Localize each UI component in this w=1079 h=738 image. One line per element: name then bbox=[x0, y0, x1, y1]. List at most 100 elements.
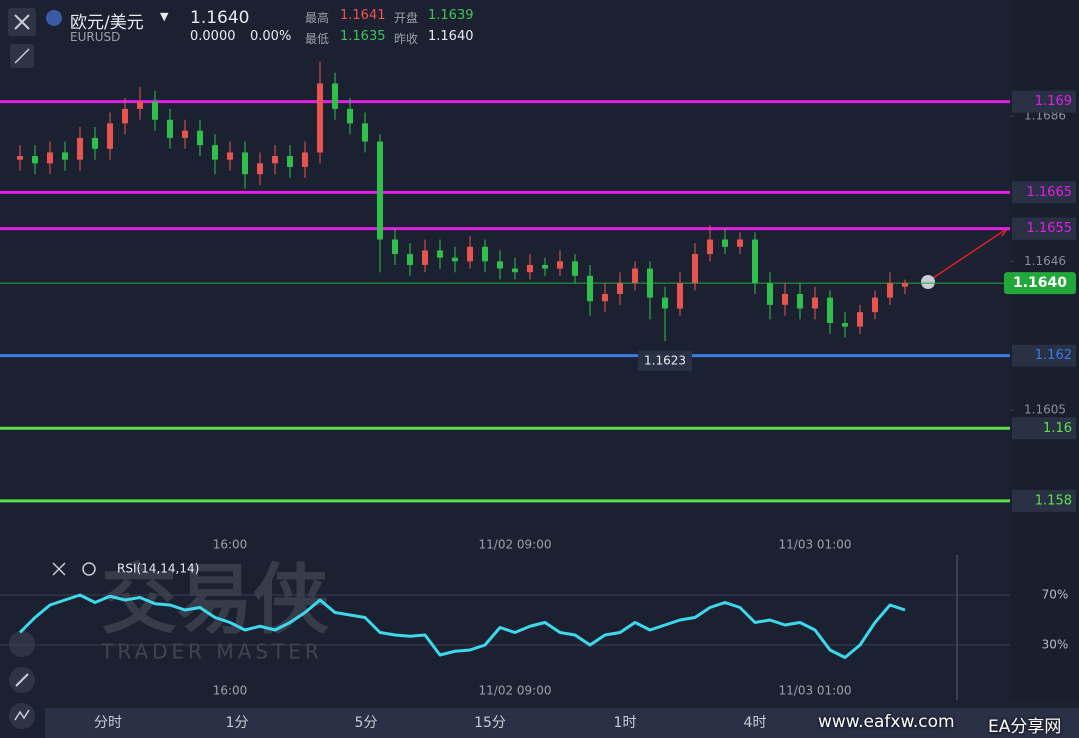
level-box bbox=[1012, 181, 1076, 204]
candle-body bbox=[752, 239, 758, 284]
candle-body bbox=[617, 283, 623, 294]
candle-body bbox=[137, 101, 143, 109]
candle-body bbox=[812, 297, 818, 309]
candle-body bbox=[272, 156, 278, 164]
rsi-line bbox=[18, 593, 906, 659]
level-label: 1.169 bbox=[1035, 94, 1072, 109]
candle-body bbox=[827, 297, 833, 324]
candle-body bbox=[602, 293, 608, 302]
candle-body bbox=[572, 261, 578, 276]
level-box bbox=[1012, 417, 1076, 440]
candle-body bbox=[797, 293, 803, 309]
candle-body bbox=[692, 254, 698, 284]
candle-body bbox=[512, 268, 518, 273]
dropdown[interactable]: ▼ bbox=[160, 10, 169, 23]
timeframe-tab[interactable]: 5分 bbox=[354, 715, 378, 731]
candle-body bbox=[302, 152, 308, 167]
change-pct: 0.00% bbox=[250, 29, 292, 44]
candle-body bbox=[182, 130, 188, 138]
footer-site: www.eafxw.com bbox=[818, 712, 955, 732]
sidebar bbox=[8, 8, 96, 729]
watermark: 交易侠 bbox=[101, 555, 330, 644]
footer-name: EA分享网 bbox=[988, 717, 1062, 737]
candle-body bbox=[122, 108, 128, 124]
candle-body bbox=[317, 83, 323, 153]
candle-body bbox=[452, 257, 458, 262]
y-tick-label: 70% bbox=[1042, 588, 1069, 602]
candle-body bbox=[392, 239, 398, 255]
candle-body bbox=[77, 137, 83, 160]
prev-label: 昨收 bbox=[394, 32, 419, 46]
candle-body bbox=[887, 283, 893, 298]
candle-body bbox=[17, 156, 23, 160]
candle-body bbox=[287, 156, 293, 167]
candle-body bbox=[167, 119, 173, 138]
watermark-sub: TRADER MASTER bbox=[100, 640, 323, 664]
level-label: 1.1655 bbox=[1027, 221, 1073, 236]
indicator-icon bbox=[14, 709, 30, 721]
low-label: 最低 bbox=[305, 32, 330, 46]
candle-body bbox=[212, 145, 218, 160]
timeframe-tab[interactable]: 1分 bbox=[225, 715, 249, 731]
candle-body bbox=[227, 152, 233, 160]
pen-icon bbox=[15, 673, 29, 687]
candle-body bbox=[557, 261, 563, 269]
candle-body bbox=[707, 239, 713, 255]
low-marker-box bbox=[638, 350, 692, 371]
candle-body bbox=[152, 101, 158, 120]
candle-body bbox=[677, 283, 683, 309]
x-tick-label: 16:00 bbox=[213, 684, 248, 698]
open-label: 开盘 bbox=[394, 11, 419, 25]
x-tick-label: 11/02 09:00 bbox=[479, 538, 552, 552]
y-tick-label: 1.1646 bbox=[1024, 254, 1066, 268]
timeframe-tab[interactable]: 15分 bbox=[474, 715, 506, 731]
candle-body bbox=[92, 137, 98, 149]
last-price-label: 1.1640 bbox=[1013, 275, 1067, 291]
open: 1.1639 bbox=[428, 8, 474, 23]
info-icon[interactable] bbox=[921, 275, 935, 289]
candle-body bbox=[32, 156, 38, 164]
prev: 1.1640 bbox=[428, 29, 474, 44]
candle-body bbox=[782, 293, 788, 305]
x-tick-label: 16:00 bbox=[213, 538, 248, 552]
rsi-title: RSI(14,14,14) bbox=[117, 562, 199, 576]
price: 1.1640 bbox=[190, 8, 250, 28]
level-box bbox=[1012, 217, 1076, 240]
candle-body bbox=[197, 130, 203, 146]
level-box bbox=[1012, 344, 1076, 367]
candle-body bbox=[347, 108, 353, 124]
level-box bbox=[1012, 90, 1076, 113]
candle-body bbox=[257, 163, 263, 175]
candle-body bbox=[407, 254, 413, 265]
level-box bbox=[1012, 489, 1076, 512]
tab-bar bbox=[45, 708, 1079, 738]
candle-body bbox=[737, 239, 743, 247]
timeframe-tab[interactable]: 分时 bbox=[94, 715, 122, 731]
candle-body bbox=[47, 152, 53, 164]
collapse-icon bbox=[14, 48, 30, 64]
high: 1.1641 bbox=[340, 8, 386, 23]
timeframe-tab[interactable]: 4时 bbox=[743, 715, 767, 731]
candle-body bbox=[842, 323, 848, 327]
candle-body bbox=[647, 268, 653, 298]
rsi-close[interactable] bbox=[52, 562, 66, 576]
candle-body bbox=[542, 264, 548, 269]
symbol: EURUSD bbox=[70, 30, 121, 44]
high-label: 最高 bbox=[305, 11, 330, 25]
x-tick-label: 11/02 09:00 bbox=[479, 684, 552, 698]
last-price-box bbox=[1004, 272, 1076, 295]
candle-body bbox=[902, 283, 908, 287]
candle-body bbox=[62, 152, 68, 160]
candle-body bbox=[872, 297, 878, 313]
pair-name[interactable]: 欧元/美元 bbox=[70, 13, 144, 33]
candle-body bbox=[497, 261, 503, 269]
level-label: 1.1665 bbox=[1027, 185, 1073, 200]
tool-button[interactable] bbox=[9, 631, 35, 657]
close-icon bbox=[14, 14, 30, 30]
rsi-settings[interactable] bbox=[82, 562, 96, 576]
timeframe-tab[interactable]: 1时 bbox=[613, 715, 637, 731]
candle-body bbox=[362, 123, 368, 142]
candle-body bbox=[662, 297, 668, 309]
